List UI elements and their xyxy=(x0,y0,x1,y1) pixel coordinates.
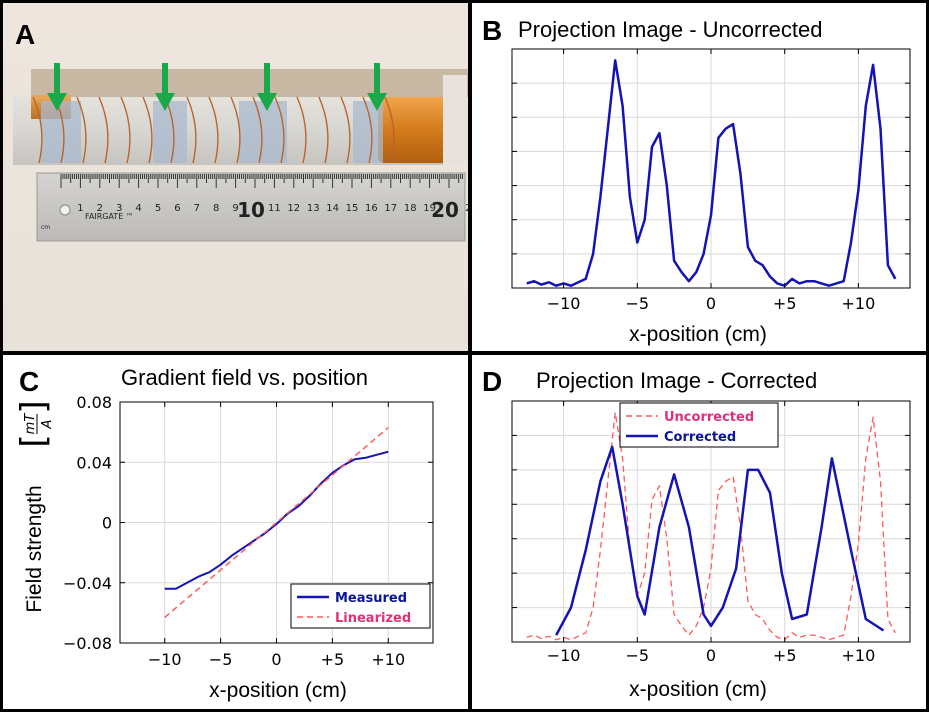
marker-arrows xyxy=(47,63,387,111)
panel-a: 12345678910111213141516171819202 FAIRGAT… xyxy=(3,3,468,351)
x-tick-label: 0 xyxy=(706,294,716,313)
svg-text:[: [ xyxy=(14,434,54,447)
panel-d: D Projection Image - Corrected −10 −5 0 +5 +… xyxy=(472,355,926,709)
ruler-number: 10 xyxy=(237,198,265,222)
chart-c-title: Gradient field vs. position xyxy=(121,365,368,390)
arrow-4-icon xyxy=(367,63,387,111)
ruler-number: 7 xyxy=(194,203,200,214)
x-tick-label: −10 xyxy=(547,646,581,665)
chart-c-ylabel-text: Field strength xyxy=(23,485,46,612)
legend-label-corrected: Corrected xyxy=(664,430,736,445)
ruler-number: 4 xyxy=(135,203,141,214)
arrow-1-icon xyxy=(47,63,67,111)
y-tick-label: 0 xyxy=(102,514,112,533)
svg-text:]: ] xyxy=(14,400,54,413)
x-tick-label: −10 xyxy=(547,294,581,313)
panel-c: C Gradient field vs. position −10 −5 0 +5 +1… xyxy=(3,355,468,709)
panel-b-label: B xyxy=(482,15,502,46)
series-line-uncorrected xyxy=(526,411,896,641)
series-line-linearized xyxy=(164,427,389,618)
legend-label-uncorrected: Uncorrected xyxy=(664,410,754,425)
chart-c-plot: −10 −5 0 +5 +10 −0.08 −0.04 0 0.04 0.08 Measured Li… xyxy=(63,393,434,669)
series-line-uncorrected xyxy=(526,59,897,287)
chart-c-xlabel: x-position (cm) xyxy=(209,679,347,702)
ruler-number: 3 xyxy=(116,203,122,214)
ruler-brand: FAIRGATE ™ xyxy=(85,212,134,221)
y-tick-label: 0.04 xyxy=(76,453,112,472)
panel-b: B Projection Image - Uncorrected −10 −5 0 +… xyxy=(472,3,926,351)
arrow-2-icon xyxy=(155,63,175,111)
phantom-1 xyxy=(41,101,81,163)
x-tick-label: +5 xyxy=(321,650,345,669)
x-tick-label: 0 xyxy=(706,646,716,665)
coil-windings xyxy=(32,96,395,164)
x-tick-label: −5 xyxy=(209,650,233,669)
panel-c-label: C xyxy=(19,366,39,397)
x-tick-label: +10 xyxy=(842,646,876,665)
chart-c-ylabel: Field strength [ ] mT A xyxy=(14,400,55,612)
x-tick-label: 0 xyxy=(271,650,281,669)
ruler-number: 2 xyxy=(97,203,103,214)
ruler-number: 16 xyxy=(365,203,378,214)
x-tick-label: −10 xyxy=(148,650,182,669)
series-line-corrected xyxy=(555,445,885,636)
chart-d-plot: −10 −5 0 +5 +10 Uncorrected Corrected xyxy=(511,400,911,665)
chart-b-title: Projection Image - Uncorrected xyxy=(518,17,822,42)
chart-c: C Gradient field vs. position −10 −5 0 +5 +1… xyxy=(14,365,434,702)
chart-b: B Projection Image - Uncorrected −10 −5 0 +… xyxy=(482,15,911,346)
ruler-number: 17 xyxy=(384,203,397,214)
chart-d: D Projection Image - Corrected −10 −5 0 +5 +… xyxy=(482,366,911,701)
phantom-3 xyxy=(239,101,287,163)
y-tick-label: −0.04 xyxy=(63,574,112,593)
chart-b-plot: −10 −5 0 +5 +10 xyxy=(511,48,911,313)
y-tick-label: 0.08 xyxy=(76,393,112,412)
ruler-number: 12 xyxy=(287,203,300,214)
chart-legend: Measured Linearized xyxy=(290,583,431,629)
ruler-number: 14 xyxy=(326,203,339,214)
x-tick-label: −5 xyxy=(625,646,649,665)
ruler-number: 1 xyxy=(77,203,83,214)
kapton-tape xyxy=(378,97,450,163)
ruler-number: 18 xyxy=(404,203,417,214)
ruler-number: 15 xyxy=(346,203,359,214)
ruler-number: 2 xyxy=(465,203,468,214)
unit-denominator: A xyxy=(40,420,55,430)
photo-coil-ruler: 12345678910111213141516171819202 FAIRGAT… xyxy=(3,3,468,351)
unit-numerator: mT xyxy=(23,413,38,435)
x-tick-label: +10 xyxy=(371,650,405,669)
arrow-3-icon xyxy=(257,63,277,111)
ruler-number: 13 xyxy=(307,203,320,214)
x-tick-label: +10 xyxy=(842,294,876,313)
x-tick-label: +5 xyxy=(773,646,797,665)
panel-d-label: D xyxy=(482,366,502,397)
chart-d-xlabel: x-position (cm) xyxy=(629,678,767,701)
chart-b-xlabel: x-position (cm) xyxy=(629,323,767,346)
chart-legend: Uncorrected Corrected xyxy=(619,402,779,448)
ruler-number: 11 xyxy=(268,203,281,214)
ruler-number: 9 xyxy=(232,203,238,214)
legend-label-linearized: Linearized xyxy=(335,611,411,626)
x-tick-label: −5 xyxy=(625,294,649,313)
ruler-number: 8 xyxy=(213,203,219,214)
x-tick-label: +5 xyxy=(773,294,797,313)
ruler-number: 5 xyxy=(155,203,161,214)
ruler xyxy=(36,172,466,242)
ruler-number: 19 xyxy=(423,203,436,214)
ruler-units: cm xyxy=(41,224,50,231)
y-tick-label: −0.08 xyxy=(63,634,112,653)
ruler-number: 6 xyxy=(174,203,180,214)
chart-d-title: Projection Image - Corrected xyxy=(536,368,817,393)
ruler-number: 20 xyxy=(431,198,459,222)
panel-a-label: A xyxy=(15,19,35,50)
legend-label-measured: Measured xyxy=(335,591,407,606)
series-line-measured xyxy=(164,450,389,590)
